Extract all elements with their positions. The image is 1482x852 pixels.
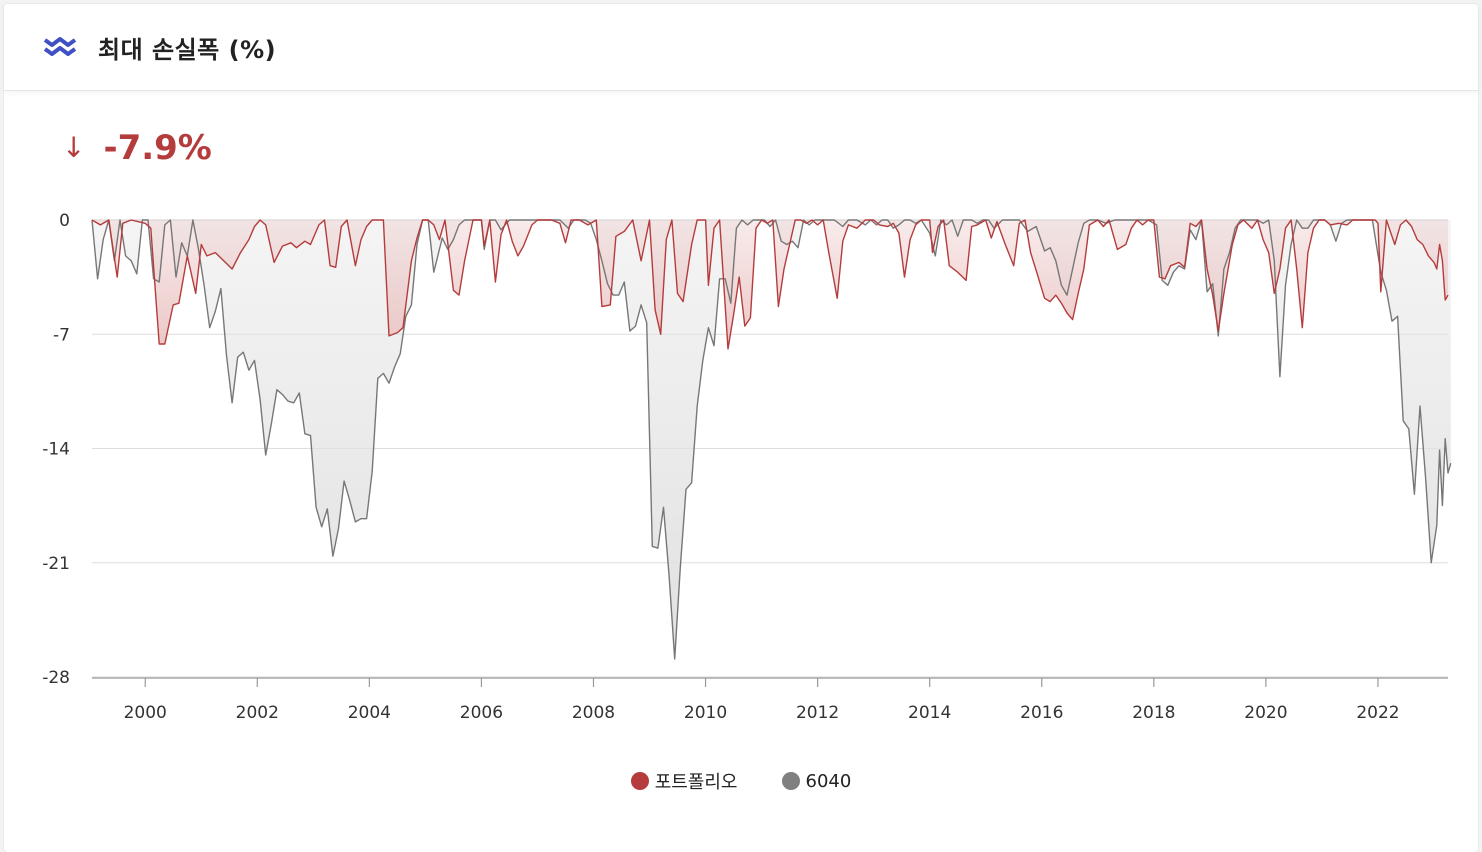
wave-chart-icon — [43, 37, 77, 56]
max-drawdown-summary: ↓ -7.9% — [62, 126, 212, 170]
legend-marker-6040 — [781, 772, 800, 790]
line-portfolio — [91, 219, 1449, 350]
x-tick-label: 2002 — [236, 703, 279, 723]
drawdown-card: 최대 손실폭 (%) — [4, 4, 1478, 852]
legend-label-6040: 6040 — [805, 770, 852, 792]
x-tick-label: 2020 — [1244, 703, 1287, 723]
legend-marker-portfolio — [630, 772, 649, 790]
card-title: 최대 손실폭 (%) — [98, 36, 277, 64]
y-tick-label: -28 — [42, 668, 70, 688]
max-drawdown-value: -7.9% — [103, 128, 212, 168]
x-tick-label: 2022 — [1356, 703, 1399, 723]
y-tick-label: -7 — [53, 325, 70, 345]
x-axis-ticks: 2000 2002 2004 2006 2008 2010 2012 2014 2016 2018… — [124, 678, 1400, 723]
x-tick-label: 2008 — [572, 703, 615, 723]
series-lines — [91, 219, 1452, 660]
card-header: 최대 손실폭 (%) — [4, 4, 1478, 91]
series-areas — [92, 220, 1451, 659]
y-tick-label: -21 — [42, 554, 70, 574]
x-tick-label: 2006 — [460, 703, 503, 723]
x-tick-label: 2010 — [684, 703, 727, 723]
x-tick-label: 2018 — [1132, 703, 1175, 723]
legend: 포트폴리오 6040 — [0, 766, 1482, 796]
area-6040 — [92, 220, 1451, 659]
legend-label-portfolio: 포트폴리오 — [654, 772, 738, 793]
x-tick-label: 2012 — [796, 703, 839, 723]
y-axis-ticks: 0 -7 -14 -21 -28 — [42, 211, 70, 688]
line-6040 — [91, 219, 1452, 660]
y-tick-label: -14 — [42, 440, 70, 460]
y-tick-label: 0 — [59, 211, 70, 231]
x-tick-label: 2004 — [348, 703, 391, 723]
x-tick-label: 2016 — [1020, 703, 1063, 723]
x-tick-label: 2000 — [124, 703, 167, 723]
x-tick-label: 2014 — [908, 703, 951, 723]
legend-item-portfolio[interactable]: 포트폴리오 — [630, 768, 738, 794]
down-arrow-icon: ↓ — [62, 131, 86, 164]
legend-item-6040[interactable]: 6040 — [781, 770, 852, 792]
